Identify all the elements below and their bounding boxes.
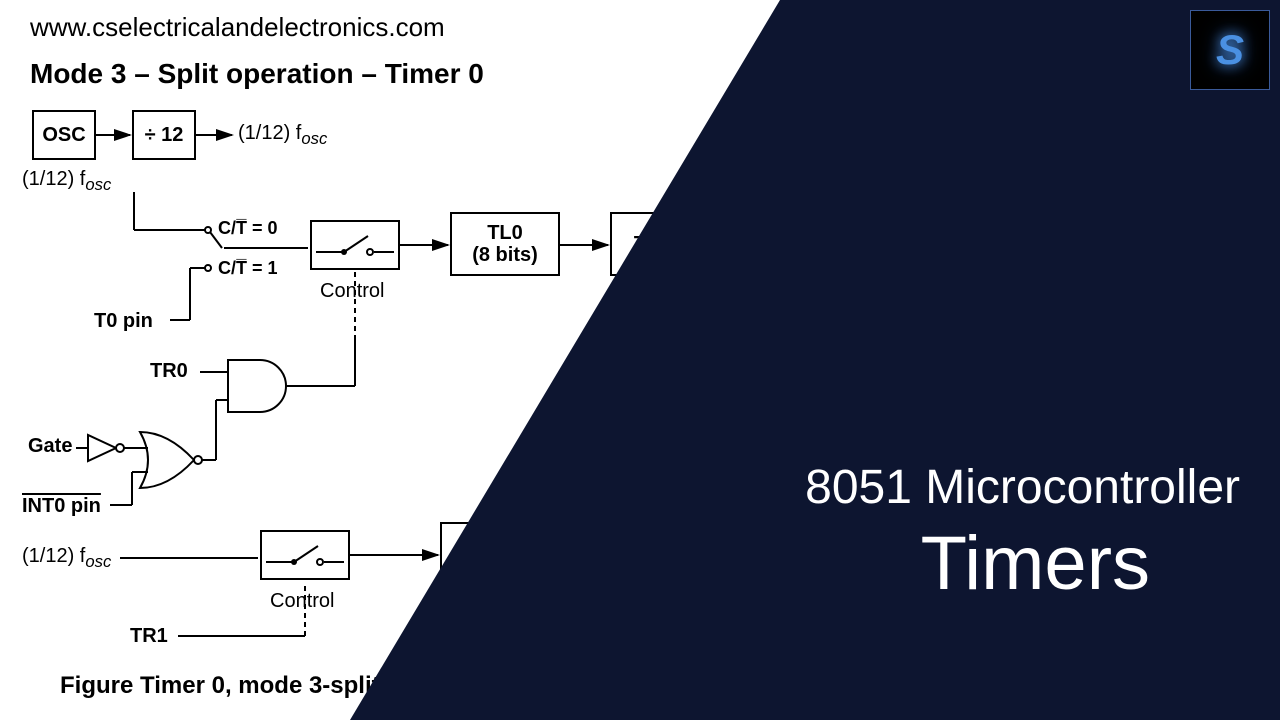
t0pin-label: T0 pin bbox=[94, 310, 153, 333]
ct0-label: C/T̅ = 0 bbox=[218, 218, 278, 239]
logo-letter: S bbox=[1216, 26, 1244, 74]
switch-icon-2 bbox=[262, 532, 348, 578]
tl0-title: TL0 bbox=[487, 222, 523, 244]
fosc-input-label: (1/12) fosc bbox=[22, 168, 111, 195]
diagram-title: Mode 3 – Split operation – Timer 0 bbox=[30, 58, 484, 90]
gate-label: Gate bbox=[28, 435, 72, 458]
right-title-1: 8051 Microcontroller bbox=[805, 460, 1240, 515]
ct1-label: C/T̅ = 1 bbox=[218, 258, 278, 279]
control2-label: Control bbox=[270, 590, 334, 613]
switch-icon bbox=[312, 222, 398, 268]
fosc-in-text: (1/12) f bbox=[22, 168, 85, 190]
control-switch-1 bbox=[310, 220, 400, 270]
fosc-in-sub: osc bbox=[85, 175, 111, 194]
osc-block: OSC bbox=[32, 110, 96, 160]
wiring-svg bbox=[0, 0, 1280, 720]
div12-block: ÷ 12 bbox=[132, 110, 196, 160]
control1-label: Control bbox=[320, 280, 384, 303]
fosc-input2-label: (1/12) fosc bbox=[22, 545, 111, 572]
fosc-sub: osc bbox=[301, 129, 327, 148]
th0-block: TH0 (8 bits) bbox=[440, 522, 550, 586]
int0-label: INT0 pin bbox=[22, 495, 101, 518]
control-switch-2 bbox=[260, 530, 350, 580]
th0-subtitle: (8 bits) bbox=[462, 554, 528, 576]
fosc-in2-sub: osc bbox=[85, 552, 111, 571]
tr1-label: TR1 bbox=[130, 625, 168, 648]
right-title-2: Timers bbox=[921, 520, 1150, 607]
th0-title: TH0 bbox=[476, 532, 514, 554]
tr0-label: TR0 bbox=[150, 360, 188, 383]
tf-block-cut: T bbox=[610, 212, 670, 276]
website-url: www.cselectricalandelectronics.com bbox=[30, 12, 445, 43]
site-logo: S bbox=[1190, 10, 1270, 90]
int0-text: INT0 pin bbox=[22, 495, 101, 517]
tl0-subtitle: (8 bits) bbox=[472, 244, 538, 266]
tl0-block: TL0 (8 bits) bbox=[450, 212, 560, 276]
fosc-in2-text: (1/12) f bbox=[22, 545, 85, 567]
figure-caption: Figure Timer 0, mode 3-split to bbox=[60, 672, 409, 700]
fosc-output-label: (1/12) fosc bbox=[238, 122, 327, 149]
fosc-text: (1/12) f bbox=[238, 122, 301, 144]
